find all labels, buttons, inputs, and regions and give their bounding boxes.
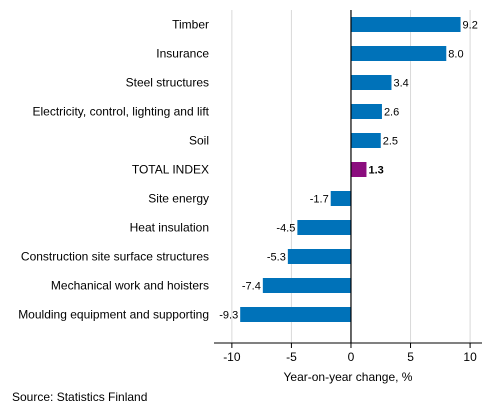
- category-label: TOTAL INDEX: [132, 163, 209, 177]
- bar-steel-structures: [350, 75, 392, 90]
- value-label: 2.5: [383, 136, 398, 148]
- value-label: 1.3: [368, 165, 383, 177]
- bar-insurance: [350, 46, 447, 61]
- category-label: Timber: [172, 18, 209, 32]
- value-label: -7.4: [242, 281, 261, 293]
- value-label: 9.2: [463, 20, 478, 32]
- value-labels: 9.2 8.0 3.4 2.6 2.5 1.3 -1.7 -4.5 -5.3 -7.4 -9.3: [219, 20, 478, 322]
- bars: [240, 17, 461, 322]
- bar-moulding-equipment-and-supporting: [240, 307, 351, 322]
- bar-site-energy: [330, 191, 351, 206]
- value-label: -1.7: [310, 194, 329, 206]
- x-tick-label: -5: [286, 350, 297, 364]
- category-label: Steel structures: [126, 76, 209, 90]
- category-label: Mechanical work and hoisters: [51, 279, 209, 293]
- x-axis: -10 -5 0 5 10: [214, 342, 482, 364]
- value-label: -4.5: [276, 223, 295, 235]
- category-labels: Timber Insurance Steel structures Electrici…: [18, 18, 209, 322]
- category-label: Soil: [189, 134, 209, 148]
- value-label: 8.0: [448, 49, 463, 61]
- x-tick-label: -10: [223, 350, 241, 364]
- source-note: Source: Statistics Finland: [12, 390, 148, 404]
- x-tick-label: 10: [463, 350, 477, 364]
- bar-total-index: [350, 162, 367, 177]
- bar-heat-insulation: [297, 220, 351, 235]
- bar-electricity-control-lighting-and-lift: [350, 104, 382, 119]
- value-label: -9.3: [219, 310, 238, 322]
- category-label: Insurance: [156, 47, 209, 61]
- category-label: Site energy: [148, 192, 209, 206]
- value-label: 3.4: [393, 78, 408, 90]
- bar-construction-site-surface-structures: [287, 249, 351, 264]
- value-label: 2.6: [384, 107, 399, 119]
- category-label: Construction site surface structures: [21, 250, 209, 264]
- x-tick-label: 0: [348, 350, 355, 364]
- category-label: Moulding equipment and supporting: [18, 308, 209, 322]
- category-label: Heat insulation: [130, 221, 209, 235]
- bar-mechanical-work-and-hoisters: [262, 278, 351, 293]
- category-label: Electricity, control, lighting and lift: [32, 105, 209, 119]
- x-tick-label: 5: [407, 350, 414, 364]
- bar-timber: [350, 17, 461, 32]
- value-label: -5.3: [267, 252, 286, 264]
- bar-soil: [350, 133, 381, 148]
- x-axis-title: Year-on-year change, %: [284, 370, 413, 384]
